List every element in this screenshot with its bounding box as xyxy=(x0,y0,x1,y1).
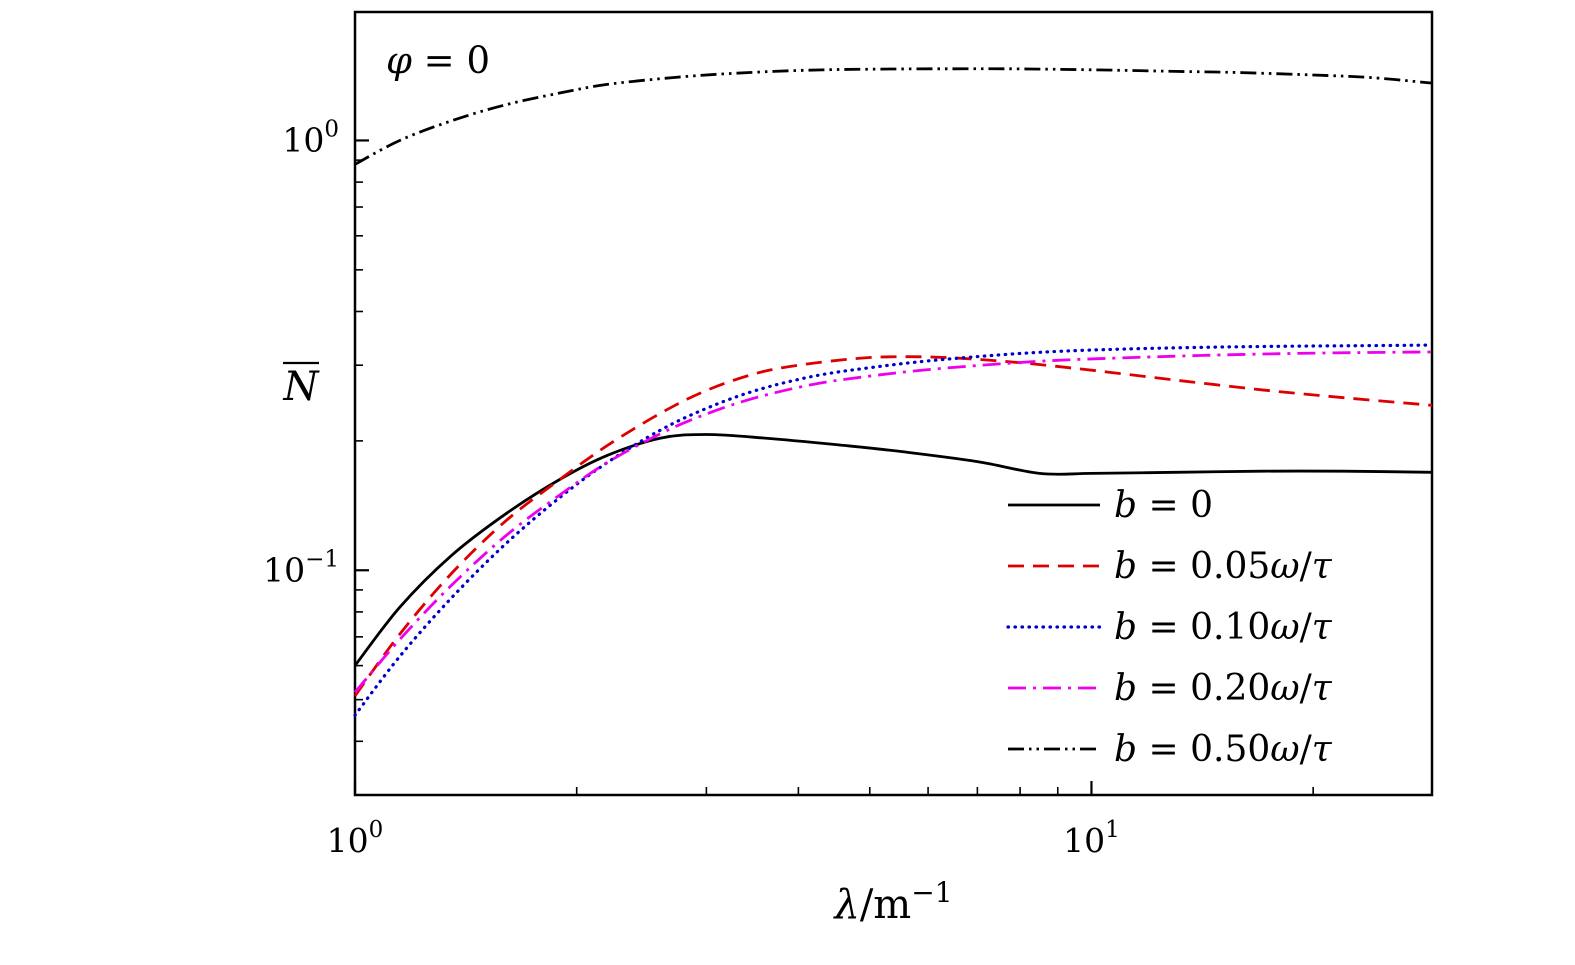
legend-label: b = 0.05ω/τ xyxy=(1114,546,1333,587)
series-line-0 xyxy=(353,433,1433,667)
legend-label: b = 0.50ω/τ xyxy=(1114,729,1333,770)
y-axis-label: N xyxy=(283,364,321,410)
legend-entry: b = 0 xyxy=(1008,485,1213,526)
series-line-2 xyxy=(353,343,1434,717)
series-line-3 xyxy=(353,350,1433,694)
legend-entry: b = 0.05ω/τ xyxy=(1008,546,1333,587)
legend-label: b = 0.20ω/τ xyxy=(1114,668,1333,709)
legend-entry: b = 0.10ω/τ xyxy=(1006,607,1333,648)
phi-annotation: φ = 0 xyxy=(386,39,490,82)
plot-frame xyxy=(353,10,1434,797)
series-line-4 xyxy=(354,67,1433,166)
x-axis-tick-label: 101 xyxy=(1063,817,1120,860)
x-axis-label: λ/m−1 xyxy=(832,876,952,928)
legend-label: b = 0 xyxy=(1114,485,1213,526)
y-axis-tick-label: 100 xyxy=(282,116,339,159)
series-line-1 xyxy=(353,355,1433,697)
legend-entry: b = 0.20ω/τ xyxy=(1008,668,1333,709)
legend-entry: b = 0.50ω/τ xyxy=(1008,729,1333,770)
legend-label: b = 0.10ω/τ xyxy=(1114,607,1333,648)
y-axis-tick-label: 10−1 xyxy=(263,546,339,589)
x-axis-tick-label: 100 xyxy=(327,817,384,860)
